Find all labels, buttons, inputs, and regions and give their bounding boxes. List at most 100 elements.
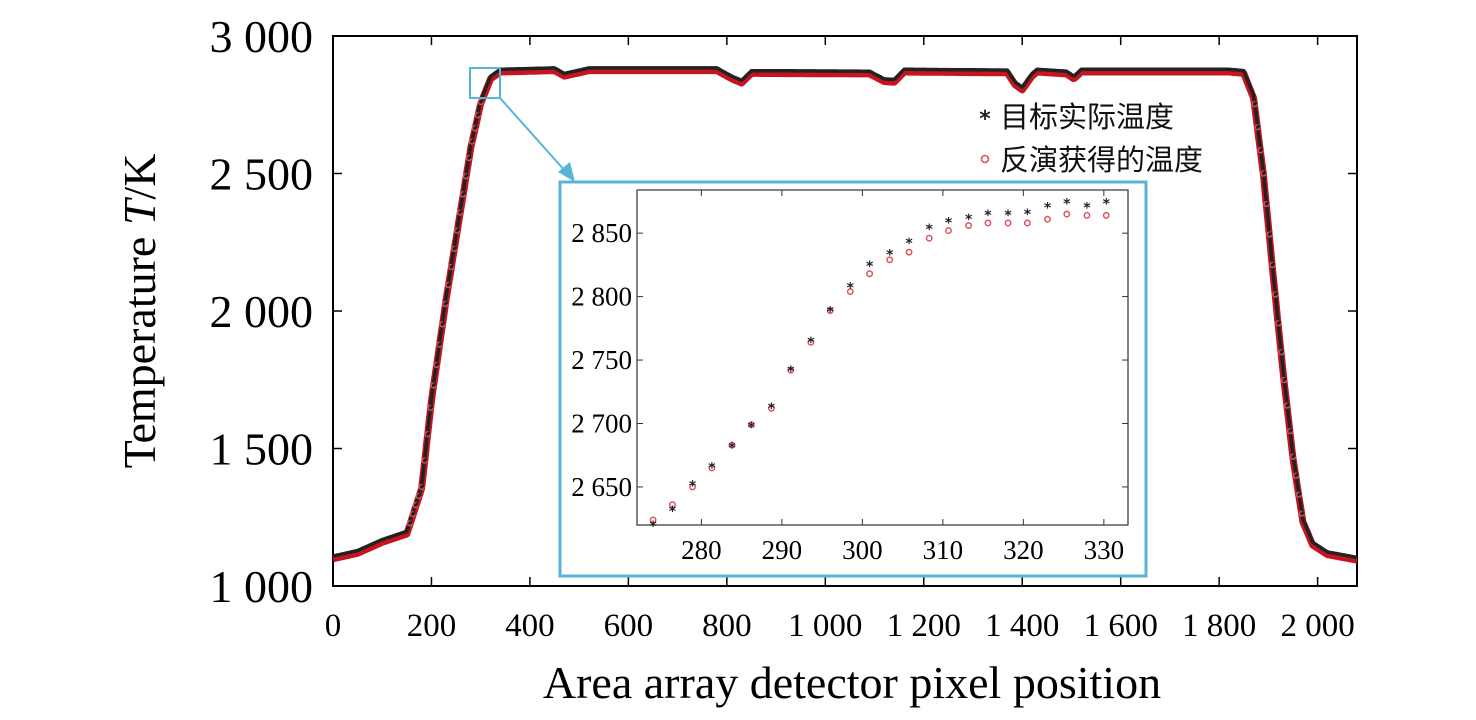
actual-point bbox=[1271, 262, 1276, 266]
inset-y-tick-label: 2 800 bbox=[571, 282, 632, 312]
y-tick-label: 2 000 bbox=[210, 286, 314, 337]
inset-y-tick-label: 2 700 bbox=[571, 408, 632, 438]
actual-point bbox=[453, 246, 457, 250]
actual-point bbox=[1289, 428, 1293, 432]
inset-retrieved-point bbox=[668, 501, 676, 509]
actual-point bbox=[471, 139, 475, 143]
inset-x-tick-labels: 280 290 300 310 320 330 bbox=[681, 535, 1124, 565]
inset-retrieved-point bbox=[747, 421, 755, 429]
inset-actual-point: * bbox=[827, 305, 835, 321]
inset-retrieved-point bbox=[886, 256, 894, 264]
actual-point bbox=[433, 382, 437, 387]
legend-label-actual: 目标实际温度 bbox=[1000, 100, 1174, 134]
zoom-region-box bbox=[469, 67, 501, 99]
actual-point bbox=[1298, 492, 1302, 496]
inset-retrieved-point bbox=[1004, 219, 1012, 227]
inset-actual-point: * bbox=[1103, 197, 1111, 213]
x-tick-label: 800 bbox=[702, 608, 752, 644]
legend-label-retrieved: 反演获得的温度 bbox=[1000, 143, 1203, 177]
x-tick-label: 0 bbox=[325, 608, 342, 644]
inset-retrieved-point bbox=[1044, 215, 1051, 223]
inset-retrieved-point bbox=[708, 464, 716, 472]
inset-actual-point: * bbox=[1044, 200, 1052, 216]
main-data-layer bbox=[330, 66, 1360, 564]
inset-retrieved-point bbox=[905, 248, 913, 256]
inset-actual-point: * bbox=[984, 208, 992, 224]
actual-point bbox=[1266, 201, 1270, 205]
inset-y-tick-label: 2 750 bbox=[571, 345, 632, 375]
actual-point bbox=[456, 228, 460, 232]
y-axis-label-text: Temperature bbox=[114, 225, 165, 468]
actual-point bbox=[1295, 473, 1299, 477]
actual-point bbox=[477, 112, 481, 116]
inset-outer-frame bbox=[558, 180, 1148, 578]
series-actual-band bbox=[332, 66, 1358, 560]
inset-plot-frame bbox=[636, 189, 1129, 526]
inset-retrieved-point bbox=[807, 338, 815, 346]
inset-actual-point: * bbox=[926, 222, 934, 238]
actual-point bbox=[1268, 231, 1273, 236]
y-tick-label: 2 500 bbox=[210, 149, 314, 200]
actual-point bbox=[450, 264, 454, 268]
inset-actual-point: * bbox=[728, 440, 736, 456]
inset-x-tick-label: 310 bbox=[923, 535, 964, 565]
x-tick-label: 1 000 bbox=[788, 608, 862, 644]
x-tick-label: 1 200 bbox=[887, 608, 961, 644]
actual-point bbox=[424, 458, 428, 462]
y-tick-label: 1 000 bbox=[210, 561, 314, 612]
inset-retrieved-point bbox=[826, 307, 834, 314]
inset-x-tick-label: 300 bbox=[842, 535, 883, 565]
actual-point bbox=[427, 431, 431, 435]
inset-retrieved-point bbox=[945, 227, 952, 235]
x-tick-label: 600 bbox=[604, 608, 654, 644]
inset-actual-point: * bbox=[847, 280, 855, 296]
actual-point bbox=[418, 493, 422, 497]
inset-y-tick-label: 2 850 bbox=[571, 218, 632, 248]
inset-retrieved-point bbox=[866, 270, 874, 278]
y-axis-label-var: T bbox=[114, 196, 165, 225]
inset-x-tick-label: 320 bbox=[1003, 535, 1044, 565]
actual-point bbox=[1274, 291, 1279, 296]
inset-data-layer: * * * * * * * * * * * * * * * * * * * * * * * * bbox=[649, 197, 1110, 535]
actual-point bbox=[441, 321, 446, 325]
y-tick-label: 1 500 bbox=[210, 424, 314, 475]
actual-point bbox=[1260, 147, 1264, 151]
inset-retrieved-point bbox=[728, 441, 736, 449]
inset-actual-point: * bbox=[965, 212, 973, 228]
actual-point bbox=[415, 502, 419, 506]
x-tick-label: 1 600 bbox=[1084, 608, 1158, 644]
inset-y-tick-label: 2 650 bbox=[571, 472, 632, 502]
main-y-tick-labels: 1 000 1 500 2 000 2 500 3 000 bbox=[210, 11, 314, 612]
legend: * 目标实际温度 反演获得的温度 bbox=[979, 100, 1203, 177]
legend-marker-retrieved bbox=[980, 154, 990, 164]
inset-retrieved-point bbox=[787, 366, 795, 374]
main-x-tick-labels: 0 200 400 600 800 1 000 1 200 1 400 1 600 1 800 2 … bbox=[325, 608, 1355, 644]
actual-point bbox=[1301, 511, 1305, 515]
actual-point bbox=[1292, 454, 1296, 458]
actual-point bbox=[1254, 101, 1258, 105]
series-retrieved-band bbox=[330, 67, 1360, 564]
inset-actual-point: * bbox=[905, 236, 913, 252]
x-tick-label: 1 400 bbox=[985, 608, 1059, 644]
inset-retrieved-point bbox=[1063, 210, 1071, 218]
inset-retrieved-point bbox=[846, 288, 854, 295]
actual-point bbox=[1277, 320, 1282, 324]
inset-retrieved-point bbox=[1023, 219, 1031, 227]
actual-point bbox=[438, 342, 443, 346]
zoom-arrow-line bbox=[499, 97, 567, 173]
y-tick-label: 3 000 bbox=[210, 11, 314, 62]
inset-actual-point: * bbox=[945, 216, 953, 232]
inset-retrieved-point bbox=[1102, 211, 1110, 219]
actual-point bbox=[1286, 403, 1290, 407]
actual-point bbox=[430, 405, 434, 409]
inset-actual-point: * bbox=[1083, 200, 1091, 216]
inset-actual-point: * bbox=[669, 504, 677, 520]
actual-point bbox=[447, 282, 451, 286]
inset-actual-point: * bbox=[1063, 197, 1071, 213]
inset-retrieved-point bbox=[767, 404, 775, 412]
actual-point bbox=[462, 191, 466, 195]
inset-retrieved-point bbox=[984, 219, 992, 227]
y-axis-label-unit: /K bbox=[114, 154, 165, 200]
actual-point bbox=[459, 209, 463, 214]
actual-point bbox=[474, 125, 478, 129]
